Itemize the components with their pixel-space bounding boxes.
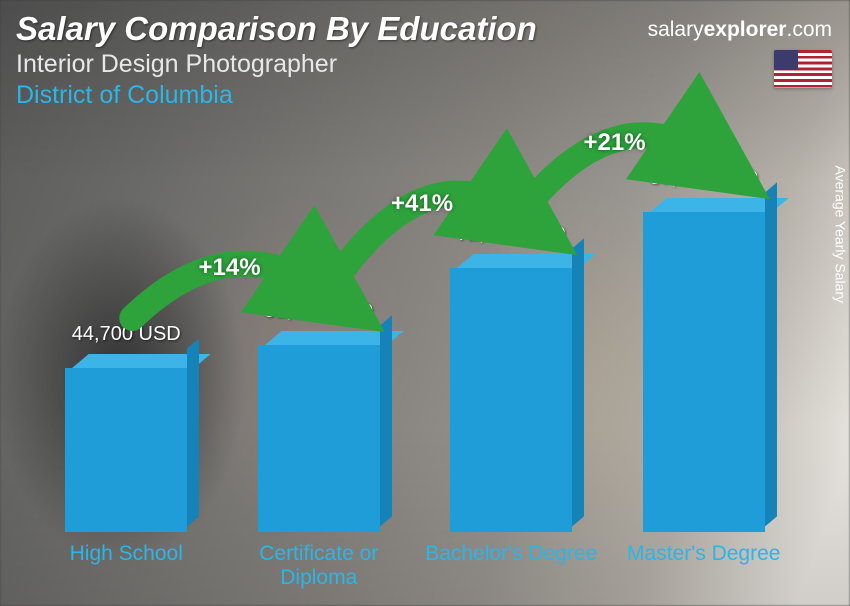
flag-icon xyxy=(774,50,832,88)
labels-container: High SchoolCertificate or DiplomaBachelo… xyxy=(30,542,800,590)
bar xyxy=(258,331,380,532)
chart-subtitle: Interior Design Photographer xyxy=(16,50,834,79)
y-axis-label: Average Yearly Salary xyxy=(832,166,848,304)
bar-value: 87,200 USD xyxy=(649,167,758,190)
bar-label: Certificate or Diploma xyxy=(223,542,416,590)
bar-group: 44,700 USD xyxy=(30,323,223,532)
bar-group: 51,000 USD xyxy=(223,300,416,532)
increase-badge: +21% xyxy=(584,129,646,157)
bar xyxy=(450,254,572,532)
increase-badge: +14% xyxy=(199,254,261,282)
bar-value: 44,700 USD xyxy=(72,323,181,346)
bar xyxy=(643,198,765,532)
bar-value: 72,000 USD xyxy=(457,223,566,246)
bar-label: Bachelor's Degree xyxy=(415,542,608,590)
chart-area: 44,700 USD 51,000 USD 72,000 USD 87,200 USD… xyxy=(30,140,800,590)
bar-group: 72,000 USD xyxy=(415,223,608,532)
chart-location: District of Columbia xyxy=(16,81,834,110)
brand-label: salaryexplorer.com xyxy=(648,18,832,42)
bar-label: Master's Degree xyxy=(608,542,801,590)
brand-prefix: salary xyxy=(648,18,704,41)
brand-bold: explorer xyxy=(704,18,787,41)
bar-value: 51,000 USD xyxy=(264,300,373,323)
bar-group: 87,200 USD xyxy=(608,167,801,532)
bar-label: High School xyxy=(30,542,223,590)
brand-suffix: .com xyxy=(786,18,832,41)
bar xyxy=(65,354,187,532)
increase-badge: +41% xyxy=(391,190,453,218)
